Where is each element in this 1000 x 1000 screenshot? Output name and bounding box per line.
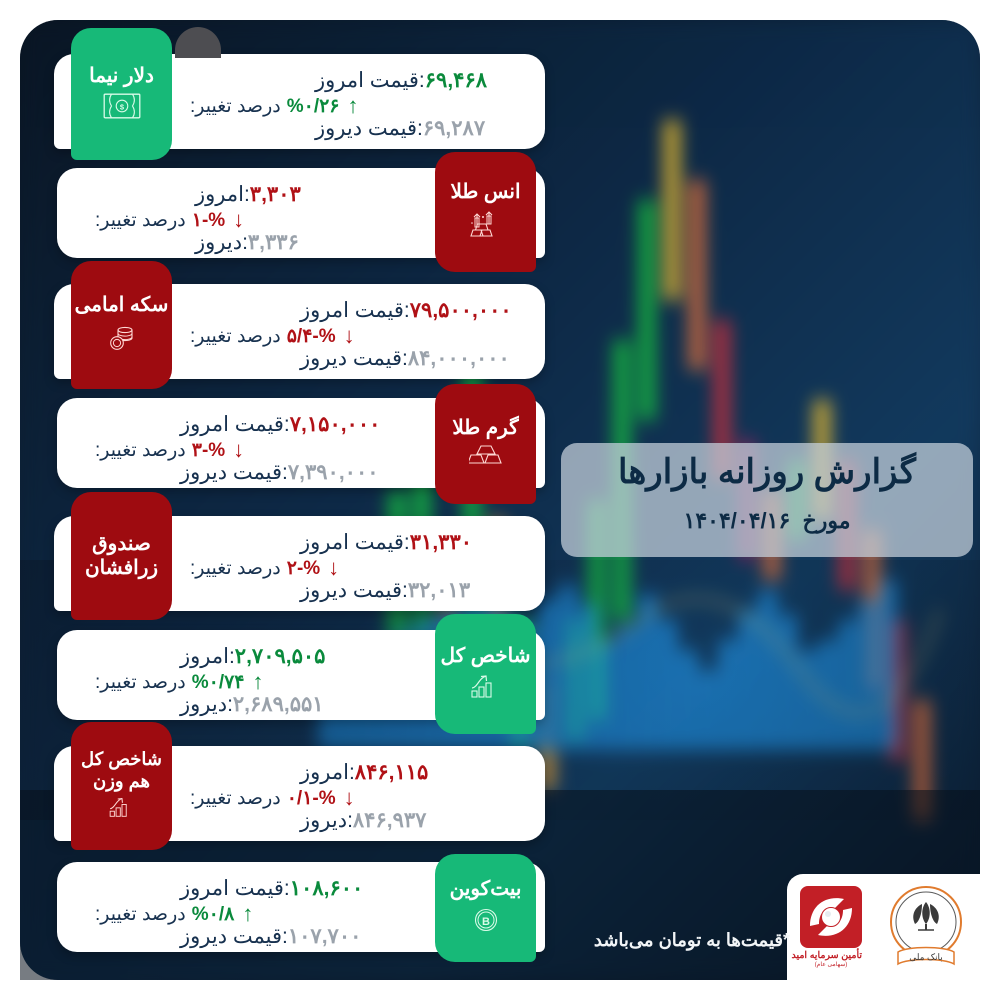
- svg-text:B: B: [482, 916, 490, 928]
- svg-text:$: $: [119, 102, 124, 111]
- svg-text:بانک ملی: بانک ملی: [909, 952, 943, 962]
